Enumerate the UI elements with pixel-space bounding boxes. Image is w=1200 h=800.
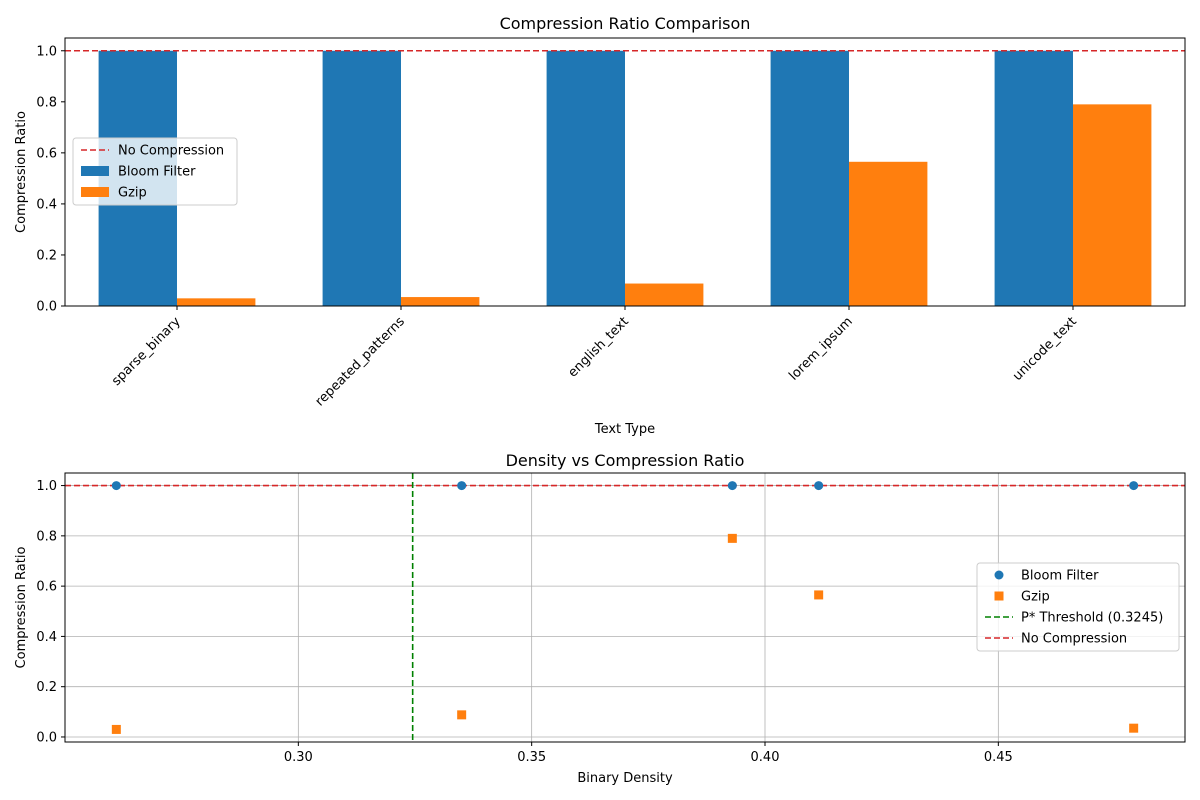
y-tick-label: 0.0: [36, 300, 57, 315]
legend-bar-swatch: [81, 187, 109, 197]
legend-marker-square: [994, 591, 1004, 601]
legend-label: No Compression: [118, 144, 224, 159]
bar-bloom-english_text: [546, 50, 625, 307]
y-tick-label: 1.0: [36, 44, 57, 59]
legend-label: No Compression: [1021, 632, 1127, 647]
x-tick-label: 0.30: [284, 750, 313, 765]
y-tick-label: 0.4: [36, 630, 57, 645]
point-bloom: [727, 481, 737, 491]
legend-label: Bloom Filter: [1021, 569, 1099, 584]
y-tick-label: 0.8: [36, 529, 57, 544]
legend-label: Gzip: [1021, 590, 1050, 605]
point-gzip: [814, 590, 824, 600]
legend-bar-swatch: [81, 166, 109, 176]
point-gzip: [111, 724, 121, 734]
point-bloom: [111, 481, 121, 491]
y-axis-label: Compression Ratio: [14, 547, 29, 669]
point-bloom: [457, 481, 467, 491]
bar-gzip-unicode_text: [1073, 104, 1152, 306]
y-tick-label: 0.2: [36, 248, 57, 263]
y-tick-label: 0.8: [36, 95, 57, 110]
bar-gzip-lorem_ipsum: [849, 161, 928, 306]
x-tick-label: 0.40: [751, 750, 780, 765]
bar-gzip-sparse_binary: [177, 298, 256, 306]
x-tick-label: 0.35: [517, 750, 546, 765]
x-tick-label: repeated_patterns: [313, 314, 408, 409]
bar-gzip-repeated_patterns: [401, 297, 480, 306]
legend: Bloom Filter Gzip P* Threshold (0.3245) No …: [976, 562, 1180, 652]
x-tick-label: unicode_text: [1010, 314, 1080, 384]
bar-bloom-lorem_ipsum: [770, 50, 849, 307]
bar-bloom-repeated_patterns: [322, 50, 401, 307]
bar-bloom-unicode_text: [994, 50, 1073, 307]
x-tick-label: english_text: [565, 314, 631, 380]
legend-box: [72, 137, 238, 206]
legend: No Compression Bloom Filter Gzip: [72, 137, 238, 206]
point-gzip: [457, 710, 467, 720]
chart-title: Compression Ratio Comparison: [500, 14, 751, 33]
y-axis-label: Compression Ratio: [14, 111, 29, 233]
chart-title: Density vs Compression Ratio: [506, 451, 745, 470]
bar-gzip-english_text: [625, 283, 704, 306]
x-axis-label: Text Type: [594, 422, 655, 437]
y-tick-label: 0.0: [36, 730, 57, 745]
y-tick-label: 0.6: [36, 580, 57, 595]
point-gzip: [727, 533, 737, 543]
x-tick-label: sparse_binary: [109, 314, 184, 389]
y-tick-label: 1.0: [36, 479, 57, 494]
y-tick-label: 0.6: [36, 146, 57, 161]
bar-chart: Compression Ratio Comparison 0.0 0.2 0.4 0.6…: [14, 14, 1186, 437]
x-axis-label: Binary Density: [577, 771, 673, 786]
legend-label: Gzip: [118, 186, 147, 201]
scatter-chart: Density vs Compression Ratio 0.0 0.2 0.4 0.6…: [14, 451, 1186, 786]
x-tick-label: lorem_ipsum: [786, 314, 856, 384]
legend-label: P* Threshold (0.3245): [1021, 611, 1163, 626]
x-tick-label: 0.45: [984, 750, 1013, 765]
legend-label: Bloom Filter: [118, 165, 196, 180]
y-tick-label: 0.4: [36, 197, 57, 212]
legend-marker-circle: [994, 570, 1004, 580]
point-bloom: [1129, 481, 1139, 491]
point-bloom: [814, 481, 824, 491]
plot-frame: [64, 472, 1186, 743]
point-gzip: [1129, 723, 1139, 733]
y-tick-label: 0.2: [36, 680, 57, 695]
legend-box: [976, 562, 1180, 652]
